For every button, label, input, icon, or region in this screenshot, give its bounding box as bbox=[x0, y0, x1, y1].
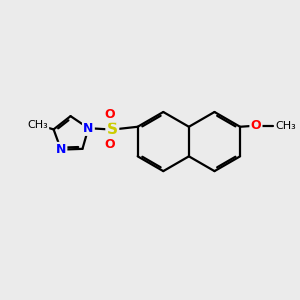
Text: O: O bbox=[105, 108, 116, 122]
Text: O: O bbox=[250, 119, 261, 132]
Text: N: N bbox=[83, 122, 94, 135]
Text: CH₃: CH₃ bbox=[28, 120, 48, 130]
Text: O: O bbox=[105, 138, 116, 151]
Text: CH₃: CH₃ bbox=[276, 121, 296, 130]
Text: S: S bbox=[107, 122, 118, 137]
Text: N: N bbox=[56, 143, 66, 156]
